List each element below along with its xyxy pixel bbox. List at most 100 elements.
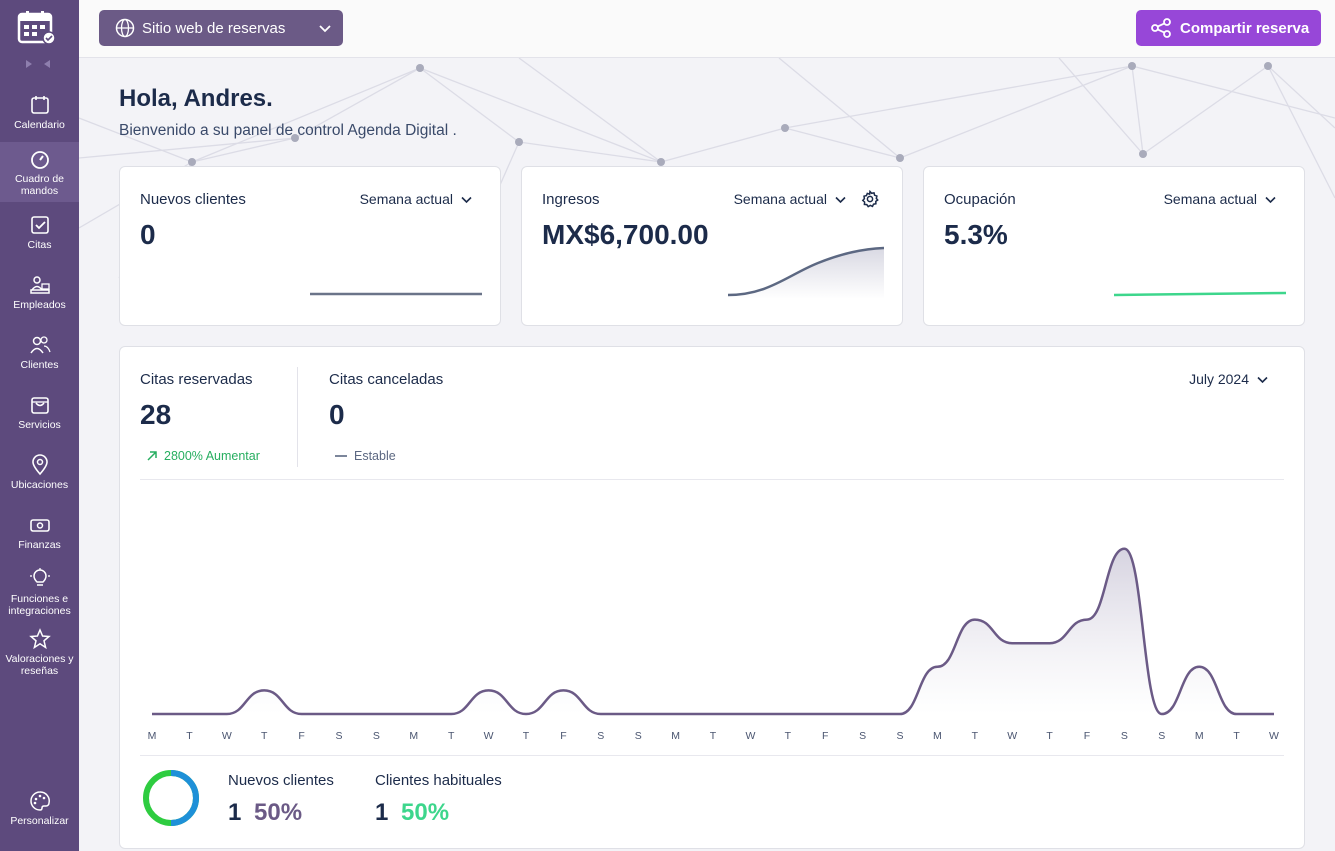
banknote-icon <box>29 519 50 532</box>
palette-icon <box>29 791 50 811</box>
x-tick-label: M <box>148 730 157 742</box>
sidebar-item-label: Funciones e integraciones <box>8 593 71 617</box>
period-label: Semana actual <box>359 191 453 207</box>
chevron-down-icon <box>319 25 331 33</box>
sidebar-item-servicios[interactable]: Servicios <box>0 394 79 434</box>
chart-bottom-divider <box>140 755 1284 756</box>
collapse-arrows-icon[interactable] <box>24 58 54 70</box>
sidebar-item-ubicaciones[interactable]: Ubicaciones <box>0 454 79 494</box>
greeting-subtitle: Bienvenido a su panel de control Agenda … <box>119 122 457 139</box>
returning-clients-percent: 50% <box>401 799 450 826</box>
x-tick-label: S <box>1121 730 1128 742</box>
sidebar-item-funciones[interactable]: Funciones e integraciones <box>0 568 79 620</box>
sidebar-item-valoraciones[interactable]: Valoraciones y reseñas <box>0 628 79 680</box>
location-pin-icon <box>31 454 48 476</box>
sidebar-item-personalizar[interactable]: Personalizar <box>0 790 79 830</box>
returning-clients-count: 1 <box>375 799 389 826</box>
new-clients-count: 1 <box>228 799 242 826</box>
sidebar-item-label: Ubicaciones <box>10 479 69 491</box>
chart-top-divider <box>140 479 1284 480</box>
sidebar-item-clientes[interactable]: Clientes <box>0 334 79 374</box>
x-tick-label: S <box>635 730 642 742</box>
sidebar-item-calendario[interactable]: Calendario <box>0 94 79 138</box>
x-tick-label: T <box>186 730 193 742</box>
share-booking-label: Compartir reserva <box>1180 19 1310 37</box>
new-clients-period-select[interactable]: Semana actual <box>360 191 472 207</box>
x-tick-label: W <box>1269 730 1279 742</box>
occupancy-value: 5.3% <box>944 219 1008 250</box>
booking-site-select[interactable]: Sitio web de reservas <box>99 10 343 46</box>
sidebar-item-label: Clientes <box>20 359 59 371</box>
dashboard-gauge-icon <box>30 151 49 169</box>
x-tick-label: W <box>745 730 755 742</box>
dash-icon <box>335 455 347 457</box>
x-tick-label: M <box>409 730 418 742</box>
x-tick-label: F <box>1084 730 1090 742</box>
globe-icon <box>115 18 135 38</box>
booked-trend: 2800% Aumentar <box>146 449 260 463</box>
chevron-down-icon <box>1265 196 1276 203</box>
settings-gear-icon[interactable] <box>861 190 879 208</box>
calendar-icon <box>30 96 49 114</box>
sidebar-item-label: Calendario <box>14 119 65 131</box>
sidebar-item-label: Empleados <box>13 299 66 311</box>
x-tick-label: S <box>335 730 342 742</box>
new-clients-percent: 50% <box>254 799 303 826</box>
x-tick-label: M <box>671 730 680 742</box>
new-clients-legend-title: Nuevos clientes <box>228 772 334 789</box>
x-tick-label: T <box>1233 730 1240 742</box>
new-clients-card: Nuevos clientes Semana actual 0 <box>119 166 501 326</box>
cancelled-title: Citas canceladas <box>329 371 444 388</box>
top-bar: Sitio web de reservas Compartir reserva <box>79 0 1335 58</box>
new-clients-sparkline <box>310 292 482 296</box>
month-select[interactable]: July 2024 <box>1189 371 1268 387</box>
sidebar-item-citas[interactable]: Citas <box>0 214 79 254</box>
sidebar-item-label: Servicios <box>18 419 61 431</box>
appointments-card: Citas reservadas 28 2800% Aumentar Citas… <box>119 346 1305 849</box>
occupancy-period-select[interactable]: Semana actual <box>1164 191 1276 207</box>
shopping-bag-icon <box>30 397 49 414</box>
month-label: July 2024 <box>1189 371 1249 387</box>
chevron-down-icon <box>1257 376 1268 383</box>
booked-trend-label: 2800% Aumentar <box>164 449 260 463</box>
x-tick-label: T <box>1046 730 1053 742</box>
lightbulb-icon <box>29 568 50 586</box>
x-tick-label: S <box>859 730 866 742</box>
x-tick-label: T <box>523 730 530 742</box>
returning-clients-legend-title: Clientes habituales <box>375 772 502 789</box>
booked-title: Citas reservadas <box>140 371 253 388</box>
revenue-period-select[interactable]: Semana actual <box>734 191 846 207</box>
sidebar-item-cuadro-de-mandos[interactable]: Cuadro de mandos <box>0 142 79 202</box>
period-label: Semana actual <box>1163 191 1257 207</box>
employee-desk-icon <box>29 276 50 294</box>
x-tick-label: W <box>222 730 232 742</box>
sidebar-item-label: Cuadro de mandos <box>14 173 65 197</box>
calendar-logo-icon[interactable] <box>17 10 57 46</box>
booked-value: 28 <box>140 399 172 430</box>
users-icon <box>29 336 51 354</box>
sidebar-item-label: Finanzas <box>18 539 61 551</box>
x-tick-label: S <box>896 730 903 742</box>
cancelled-trend: Estable <box>334 449 396 463</box>
sidebar-item-empleados[interactable]: Empleados <box>0 274 79 314</box>
x-tick-label: T <box>972 730 979 742</box>
cancelled-trend-label: Estable <box>354 449 396 463</box>
x-tick-label: T <box>448 730 455 742</box>
x-tick-label: W <box>484 730 494 742</box>
clients-donut-chart <box>143 770 199 826</box>
revenue-sparkline <box>728 246 884 299</box>
new-clients-value: 0 <box>140 219 156 250</box>
chevron-down-icon <box>835 196 846 203</box>
new-clients-title: Nuevos clientes <box>140 191 246 208</box>
x-tick-label: S <box>1158 730 1165 742</box>
revenue-title: Ingresos <box>542 191 600 208</box>
sidebar-item-finanzas[interactable]: Finanzas <box>0 514 79 554</box>
chevron-down-icon <box>461 196 472 203</box>
metrics-divider <box>297 367 298 467</box>
x-tick-label: W <box>1007 730 1017 742</box>
star-icon <box>28 628 51 650</box>
share-booking-button[interactable]: Compartir reserva <box>1136 10 1321 46</box>
arrow-up-right-icon <box>147 451 157 461</box>
x-tick-label: T <box>710 730 717 742</box>
